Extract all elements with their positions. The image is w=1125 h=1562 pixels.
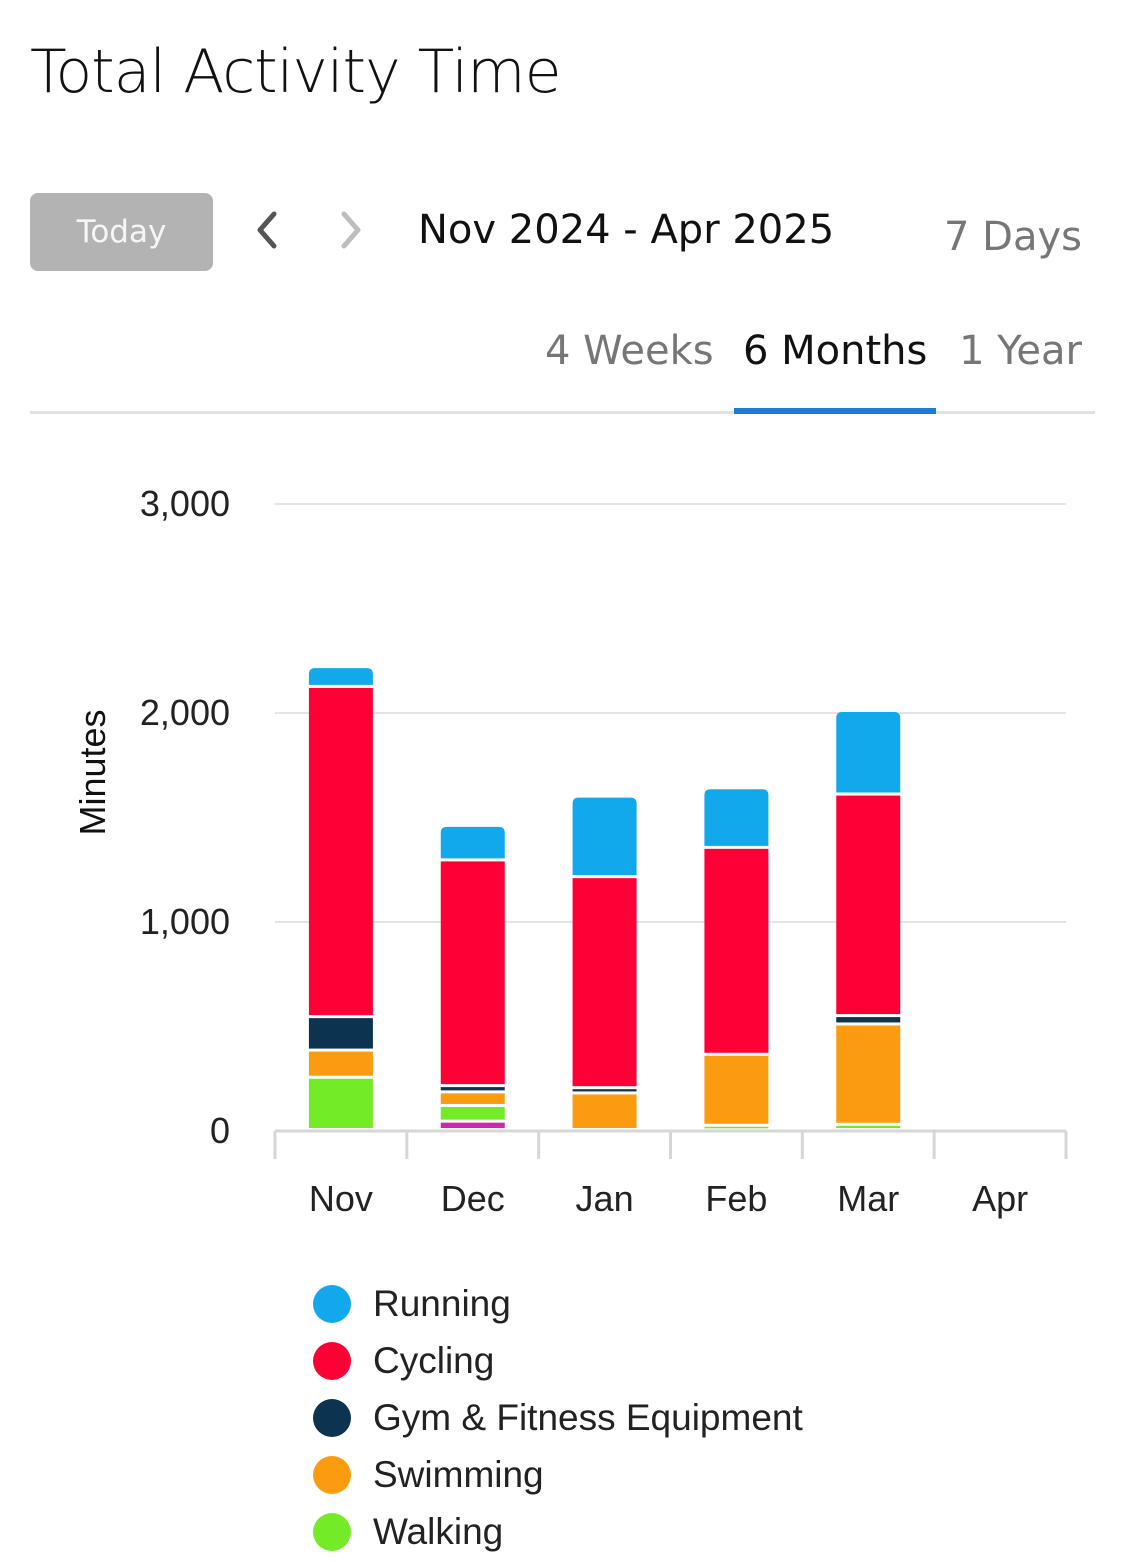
bar-nov-swimming: [308, 1051, 373, 1076]
bar-dec-walking: [440, 1106, 505, 1120]
legend-label: Swimming: [373, 1453, 544, 1495]
chart-legend: Running Cycling Gym & Fitness Equipment Swi…: [313, 1275, 803, 1560]
tab-4-weeks[interactable]: 4 Weeks: [545, 328, 714, 374]
bar-nov-gym-and-fitness-equipment: [308, 1018, 373, 1049]
tab-7-days[interactable]: 7 Days: [944, 214, 1082, 260]
bar-jan-running: [572, 797, 637, 876]
legend-label: Gym & Fitness Equipment: [373, 1396, 803, 1438]
x-tick-label: Jan: [576, 1178, 634, 1219]
tab-1-year[interactable]: 1 Year: [959, 328, 1082, 374]
bar-mar-gym-and-fitness-equipment: [836, 1017, 901, 1023]
legend-label: Cycling: [373, 1339, 495, 1381]
y-tick-label: 0: [210, 1110, 230, 1151]
legend-swatch-running: [313, 1284, 351, 1323]
bar-mar-walking: [836, 1125, 901, 1128]
bar-nov-running: [308, 668, 373, 685]
y-tick-label: 3,000: [140, 483, 230, 524]
bar-dec-other: [440, 1122, 505, 1128]
x-tick-label: Feb: [705, 1178, 767, 1219]
legend-item-cycling[interactable]: Cycling: [313, 1332, 803, 1389]
bar-feb-running: [704, 789, 769, 846]
legend-item-walking[interactable]: Walking: [313, 1503, 803, 1560]
x-tick-label: Nov: [309, 1178, 373, 1219]
y-axis-title: Minutes: [72, 709, 113, 835]
bar-mar-running: [836, 711, 901, 793]
bar-mar-cycling: [836, 795, 901, 1015]
bar-feb-cycling: [704, 848, 769, 1053]
x-tick-label: Mar: [837, 1178, 899, 1219]
legend-label: Running: [373, 1282, 511, 1324]
tab-divider: [30, 411, 1095, 414]
legend-label: Walking: [373, 1510, 504, 1552]
y-tick-label: 2,000: [140, 692, 230, 733]
bar-dec-swimming: [440, 1093, 505, 1104]
bar-nov-cycling: [308, 687, 373, 1016]
bar-nov-walking: [308, 1078, 373, 1128]
next-period-button[interactable]: [326, 205, 376, 255]
bar-dec-cycling: [440, 861, 505, 1085]
y-tick-label: 1,000: [140, 901, 230, 942]
date-range-label: Nov 2024 - Apr 2025: [418, 207, 835, 253]
selected-tab-indicator: [734, 408, 936, 414]
legend-swatch-swimming: [313, 1455, 351, 1494]
legend-item-gym-and-fitness-equipment[interactable]: Gym & Fitness Equipment: [313, 1389, 803, 1446]
bar-feb-swimming: [704, 1055, 769, 1124]
bar-dec-running: [440, 826, 505, 859]
legend-swatch-cycling: [313, 1341, 351, 1380]
legend-item-swimming[interactable]: Swimming: [313, 1446, 803, 1503]
bar-mar-swimming: [836, 1025, 901, 1123]
bar-jan-gym-and-fitness-equipment: [572, 1089, 637, 1092]
previous-period-button[interactable]: [242, 205, 292, 255]
activity-bar-chart: 0 1,000 2,000 3,000 Minutes Nov Dec Jan Feb Mar Ap…: [72, 483, 1068, 1219]
bar-jan-swimming: [572, 1094, 637, 1128]
today-button[interactable]: Today: [30, 193, 213, 271]
chevron-right-icon: [341, 211, 361, 249]
legend-swatch-gym-and-fitness-equipment: [313, 1398, 351, 1437]
page-title: Total Activity Time: [30, 37, 561, 107]
x-tick-label: Dec: [441, 1178, 505, 1219]
bar-jan-cycling: [572, 878, 637, 1087]
tab-6-months[interactable]: 6 Months: [743, 328, 928, 374]
bar-dec-gym-and-fitness-equipment: [440, 1087, 505, 1091]
chevron-left-icon: [257, 211, 277, 249]
legend-swatch-walking: [313, 1512, 351, 1551]
x-tick-label: Apr: [972, 1178, 1028, 1219]
bar-feb-walking: [704, 1126, 769, 1129]
legend-item-running[interactable]: Running: [313, 1275, 803, 1332]
